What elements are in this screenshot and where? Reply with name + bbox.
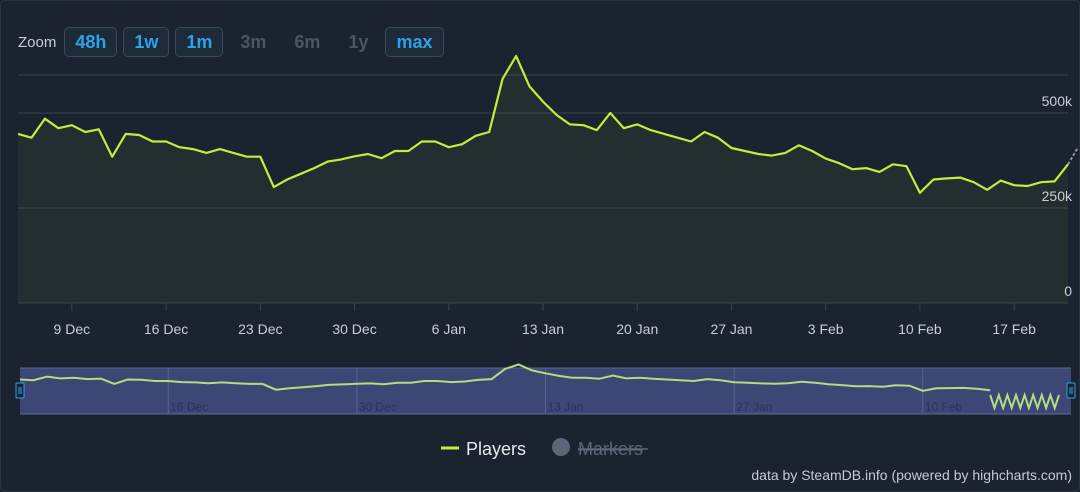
credits-link[interactable]: data by SteamDB.info (powered by highcha… <box>751 467 1072 483</box>
x-tick-label: 16 Dec <box>144 321 188 337</box>
navigator-label: 27 Jan <box>736 400 772 414</box>
navigator-left-handle[interactable] <box>15 382 25 399</box>
x-tick-label: 20 Jan <box>616 321 658 337</box>
x-tick-label: 9 Dec <box>54 321 91 337</box>
y-tick-label: 500k <box>1042 93 1073 109</box>
zoom-1w-button[interactable]: 1w <box>123 27 170 57</box>
players-line-tail <box>1067 146 1079 165</box>
zoom-48h-button[interactable]: 48h <box>64 27 118 57</box>
x-tick-label: 23 Dec <box>238 321 282 337</box>
zoom-label: Zoom <box>18 33 57 51</box>
x-tick-label: 3 Feb <box>808 321 844 337</box>
navigator-right-handle[interactable] <box>1066 382 1076 399</box>
x-tick-label: 13 Jan <box>522 321 564 337</box>
zoom-6m-button: 6m <box>294 31 321 52</box>
y-tick-label: 0 <box>1064 283 1072 299</box>
x-tick-label: 27 Jan <box>710 321 752 337</box>
zoom-1y-button: 1y <box>348 31 369 52</box>
navigator-series-tail <box>989 391 1060 412</box>
navigator-label: 13 Jan <box>548 400 584 414</box>
zoom-toolbar: Zoom 48h 1w 1m 3m 6m 1y max <box>18 27 450 57</box>
zoom-max-button[interactable]: max <box>385 27 444 57</box>
x-tick-label: 17 Feb <box>992 321 1036 337</box>
legend-item-players[interactable]: Players <box>441 439 526 459</box>
legend-players-label: Players <box>466 439 526 459</box>
navigator-label: 10 Feb <box>925 400 963 414</box>
x-tick-label: 6 Jan <box>432 321 466 337</box>
players-line <box>17 54 1069 194</box>
navigator-label: 30 Dec <box>359 400 397 414</box>
navigator-label: 16 Dec <box>170 400 208 414</box>
legend-markers-symbol <box>552 438 570 456</box>
players-area <box>18 56 1068 303</box>
zoom-1m-button[interactable]: 1m <box>175 27 224 57</box>
navigator-series-line <box>19 363 991 392</box>
x-tick-label: 30 Dec <box>332 321 376 337</box>
legend-item-markers[interactable]: Markers <box>552 438 648 459</box>
y-tick-label: 250k <box>1042 188 1073 204</box>
x-tick-label: 10 Feb <box>898 321 942 337</box>
zoom-3m-button: 3m <box>240 31 267 52</box>
